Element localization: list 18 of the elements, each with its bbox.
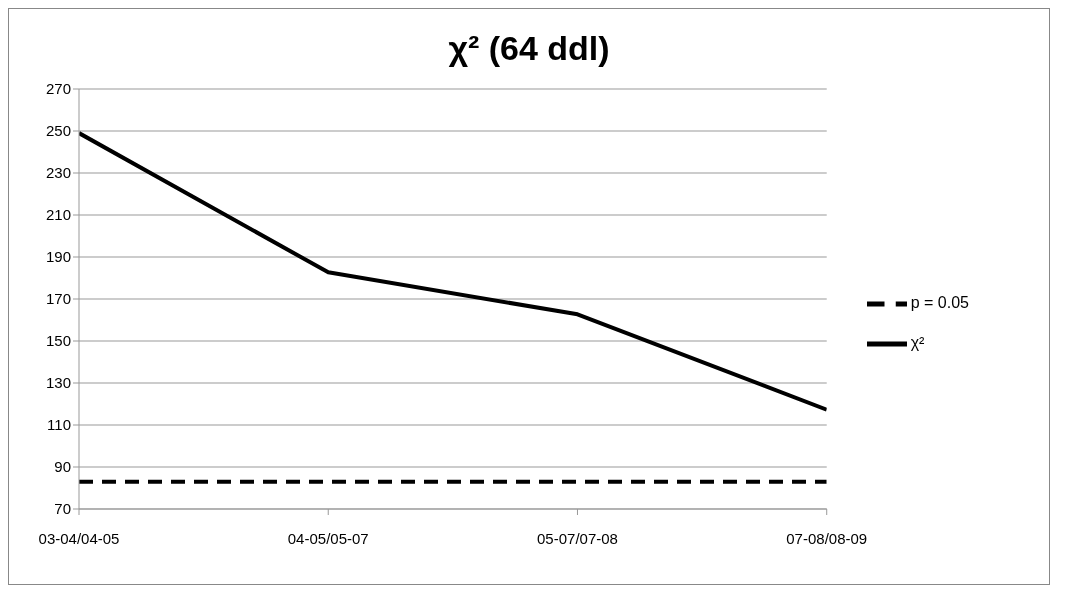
y-tick-label: 230 (45, 164, 71, 182)
x-tick-label: 05-07/07-08 (537, 529, 618, 547)
y-tick-label: 130 (45, 374, 71, 392)
y-tick-label: 250 (45, 122, 71, 140)
y-tick-label: 150 (45, 332, 71, 350)
y-tick-label: 170 (45, 290, 71, 308)
y-tick-label: 90 (54, 458, 71, 476)
x-tick-label: 03-04/04-05 (38, 529, 120, 547)
y-tick-label: 70 (54, 500, 71, 518)
legend-label: p = 0.05 (910, 294, 969, 312)
x-tick-label: 07-08/08-09 (786, 529, 868, 547)
y-tick-label: 110 (47, 416, 71, 434)
y-tick-label: 270 (45, 80, 71, 98)
y-tick-label: 210 (45, 206, 71, 224)
legend-label: χ² (910, 334, 925, 352)
y-tick-label: 190 (45, 248, 71, 266)
chart-title: χ² (64 ddl) (447, 29, 611, 69)
x-tick-label: 04-05/05-07 (287, 529, 369, 547)
